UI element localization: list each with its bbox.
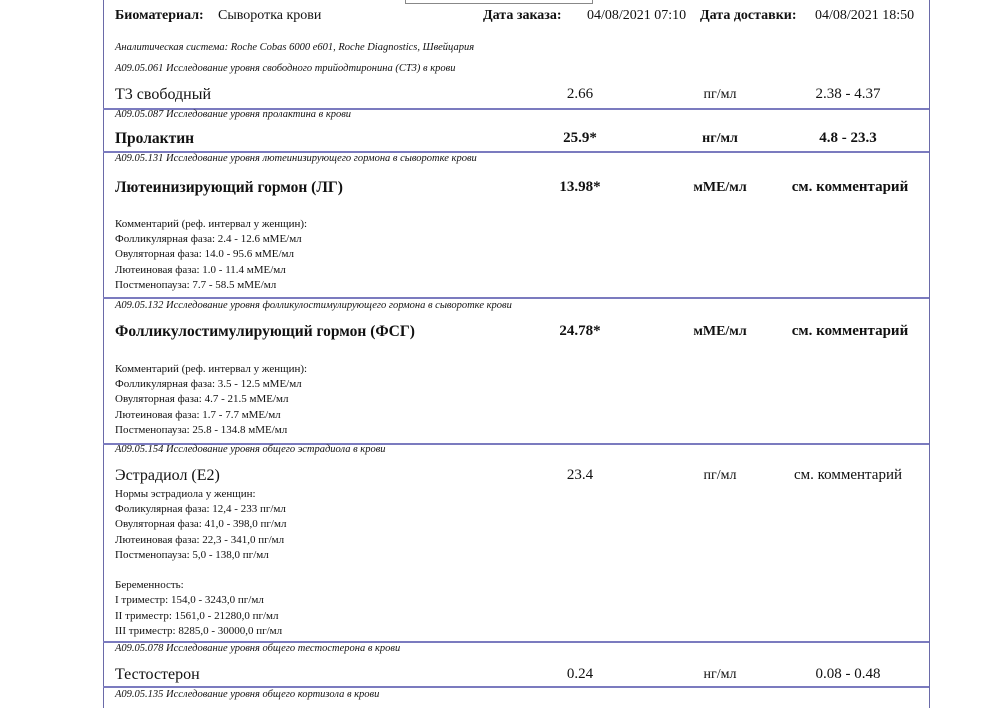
comment-line: Овуляторная фаза: 41,0 - 398,0 пг/мл [115,518,287,531]
section-divider [103,297,929,299]
delivery-date-value: 04/08/2021 18:50 [815,8,915,23]
test-code: A09.05.132 Исследование уровня фолликуло… [115,300,512,311]
delivery-date-label: Дата доставки: [700,8,797,23]
comment-line: Беременность: [115,579,184,592]
comment-line: III триместр: 8285,0 - 30000,0 пг/мл [115,624,283,637]
test-unit: мМЕ/мл [693,324,747,339]
test-code: A09.05.087 Исследование уровня пролактин… [115,109,352,120]
test-value: 23.4 [566,467,594,483]
test-reference: 2.38 - 4.37 [815,86,881,102]
test-code: A09.05.154 Исследование уровня общего эс… [115,444,386,455]
comment-line: Фоликулярная фаза: 12,4 - 233 пг/мл [115,503,286,516]
comment-line: Лютеиновая фаза: 22,3 - 341,0 пг/мл [115,533,285,546]
order-date-label: Дата заказа: [483,8,562,23]
section-divider [103,108,929,110]
comment-line: Фолликулярная фаза: 3.5 - 12.5 мМЕ/мл [115,378,302,391]
test-name: Фолликулостимулирующий гормон (ФСГ) [115,323,415,340]
comment-line: Лютеиновая фаза: 1.0 - 11.4 мМЕ/мл [115,263,286,276]
analytic-system: Аналитическая система: Roche Cobas 6000 … [115,42,475,53]
test-value: 13.98* [559,179,601,195]
test-value: 0.24 [566,666,594,682]
test-unit: пг/мл [703,468,737,483]
test-code: A09.05.078 Исследование уровня общего те… [115,643,401,654]
comment-line: I триместр: 154,0 - 3243,0 пг/мл [115,594,264,607]
comment-line: Постменопауза: 25.8 - 134.8 мМЕ/мл [115,423,288,436]
section-divider [103,686,929,688]
test-code: A09.05.135 Исследование уровня общего ко… [115,689,380,700]
section-divider [103,641,929,643]
test-code: A09.05.061 Исследование уровня свободног… [115,63,456,74]
test-name: Т3 свободный [115,86,212,103]
section-divider [103,151,929,153]
biomaterial-value: Сыворотка крови [218,8,322,23]
comment-line: Комментарий (реф. интервал у женщин): [115,363,308,375]
comment-line: Лютеиновая фаза: 1.7 - 7.7 мМЕ/мл [115,408,281,421]
test-reference: см. комментарий [791,179,909,195]
test-value: 2.66 [566,86,594,102]
comment-line: II триместр: 1561,0 - 21280,0 пг/мл [115,609,279,622]
test-name: Лютеинизирующий гормон (ЛГ) [115,179,343,196]
comment-line: Комментарий (реф. интервал у женщин): [115,218,308,230]
test-unit: мМЕ/мл [693,180,747,195]
comment-line: Нормы эстрадиола у женщин: [115,488,256,500]
test-reference: 0.08 - 0.48 [815,666,881,682]
report-frame [103,0,930,708]
comment-line: Постменопауза: 7.7 - 58.5 мМЕ/мл [115,278,277,291]
test-reference: 4.8 - 23.3 [819,130,877,146]
comment-line: Фолликулярная фаза: 2.4 - 12.6 мМЕ/мл [115,233,302,246]
test-name: Эстрадиол (Е2) [115,467,220,484]
test-code: A09.05.131 Исследование уровня лютеинизи… [115,153,477,164]
test-unit: нг/мл [703,667,737,682]
test-value: 25.9* [563,130,597,146]
test-reference: см. комментарий [791,323,909,339]
test-value: 24.78* [559,323,601,339]
test-name: Пролактин [115,130,195,147]
comment-line: Овуляторная фаза: 14.0 - 95.6 мМЕ/мл [115,248,294,261]
section-divider [103,443,929,445]
biomaterial-label: Биоматериал: [115,8,204,23]
test-name: Тестостерон [115,666,200,683]
order-date-value: 04/08/2021 07:10 [587,8,687,23]
test-unit: пг/мл [703,87,737,102]
comment-line: Овуляторная фаза: 4.7 - 21.5 мМЕ/мл [115,393,289,406]
test-unit: нг/мл [702,131,738,146]
header-box [405,0,593,4]
comment-line: Постменопауза: 5,0 - 138,0 пг/мл [115,548,269,561]
test-reference: см. комментарий [793,467,902,483]
